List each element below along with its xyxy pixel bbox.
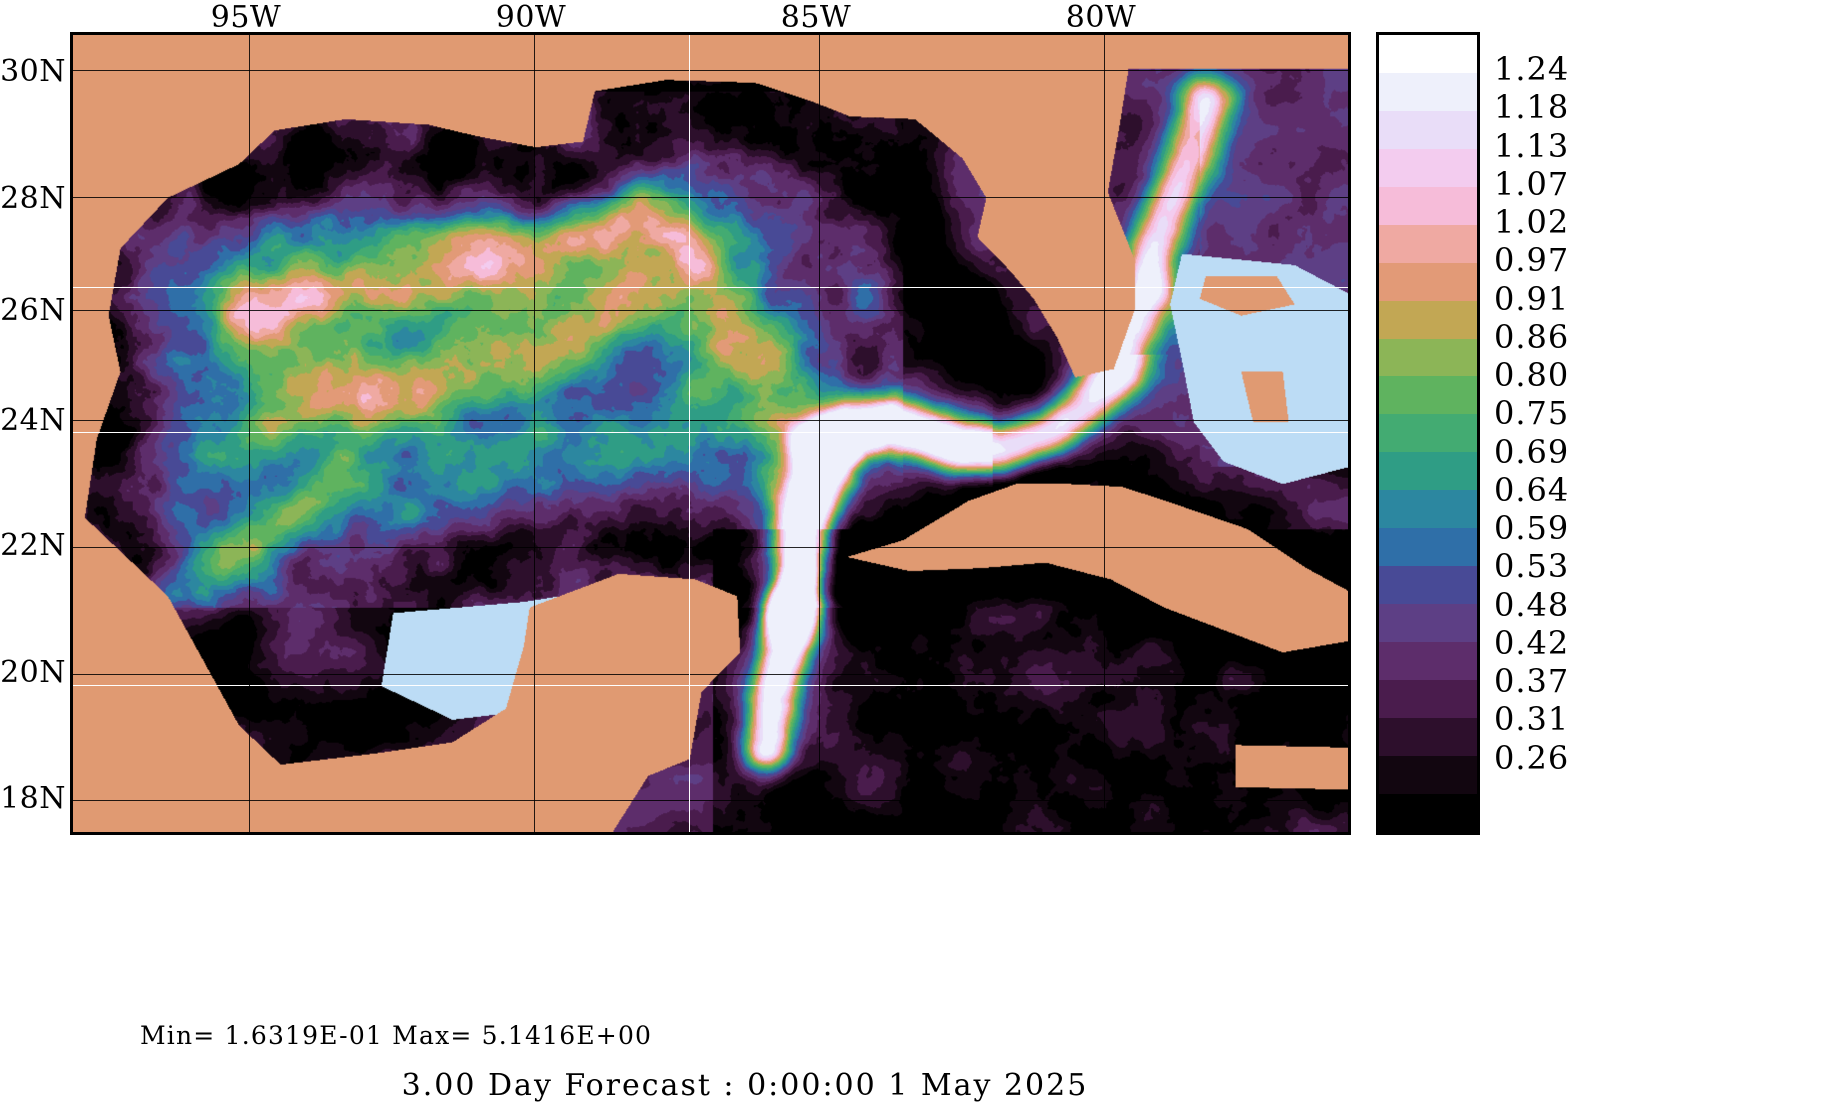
- lon-tick-80w: 80W: [1065, 0, 1137, 35]
- colorbar-label-1.18: 1.18: [1494, 88, 1570, 127]
- colorbar-label-0.59: 0.59: [1494, 509, 1570, 548]
- colorbar-label-0.48: 0.48: [1494, 585, 1570, 624]
- colorbar-label-0.91: 0.91: [1494, 279, 1570, 318]
- colorbar-label-0.53: 0.53: [1494, 547, 1570, 586]
- colorbar-gradient: [1376, 32, 1480, 835]
- lat-tick-18n: 18N: [0, 781, 66, 816]
- colorbar: [1376, 32, 1486, 835]
- colorbar-band-1: [1379, 72, 1477, 111]
- colorbar-band-18: [1379, 717, 1477, 756]
- colorbar-band-4: [1379, 186, 1477, 225]
- gridline-lat-24n: [73, 420, 1348, 421]
- colorbar-band-0: [1379, 35, 1477, 73]
- colorbar-label-0.86: 0.86: [1494, 317, 1570, 356]
- colorbar-band-14: [1379, 566, 1477, 605]
- colorbar-band-3: [1379, 148, 1477, 187]
- lat-tick-26n: 26N: [0, 293, 66, 328]
- min-max-readout: Min= 1.6319E-01 Max= 5.1416E+00: [140, 1021, 653, 1050]
- gridline-lon-90w: [534, 35, 535, 832]
- gridline-lon-85w-hi: [689, 35, 690, 832]
- colorbar-tick-labels: 1.24 1.18 1.13 1.07 1.02 0.97 0.91 0.86 0.80 0.75…: [1494, 32, 1674, 835]
- colorbar-band-20: [1379, 793, 1477, 832]
- colorbar-label-0.26: 0.26: [1494, 738, 1570, 777]
- gridline-lat-26n-hi: [73, 287, 1348, 288]
- gridline-lat-24n-hi: [73, 432, 1348, 433]
- forecast-title: 3.00 Day Forecast : 0:00:00 1 May 2025: [401, 1068, 1089, 1103]
- colorbar-label-0.80: 0.80: [1494, 356, 1570, 395]
- map-panel[interactable]: [70, 32, 1351, 835]
- gridline-lat-20n: [73, 674, 1348, 675]
- colorbar-label-1.02: 1.02: [1494, 203, 1570, 242]
- colorbar-label-1.07: 1.07: [1494, 164, 1570, 203]
- colorbar-label-0.31: 0.31: [1494, 700, 1570, 739]
- colorbar-band-15: [1379, 604, 1477, 642]
- lat-tick-28n: 28N: [0, 181, 66, 216]
- colorbar-band-12: [1379, 490, 1477, 529]
- colorbar-band-8: [1379, 338, 1477, 377]
- colorbar-label-1.24: 1.24: [1494, 50, 1570, 89]
- gridline-lat-22n: [73, 547, 1348, 548]
- lat-tick-20n: 20N: [0, 655, 66, 690]
- lat-tick-30n: 30N: [0, 54, 66, 89]
- colorbar-label-0.69: 0.69: [1494, 432, 1570, 471]
- gridline-lon-85w: [819, 35, 820, 832]
- colorbar-label-0.75: 0.75: [1494, 394, 1570, 433]
- colorbar-band-16: [1379, 642, 1477, 680]
- colorbar-band-6: [1379, 262, 1477, 301]
- colorbar-band-11: [1379, 452, 1477, 491]
- colorbar-label-0.97: 0.97: [1494, 241, 1570, 280]
- colorbar-label-0.42: 0.42: [1494, 623, 1570, 662]
- colorbar-band-13: [1379, 528, 1477, 567]
- colorbar-band-10: [1379, 414, 1477, 453]
- lat-tick-22n: 22N: [0, 528, 66, 563]
- lon-tick-90w: 90W: [495, 0, 567, 35]
- colorbar-label-0.64: 0.64: [1494, 470, 1570, 509]
- gridline-lon-95w: [249, 35, 250, 832]
- gridline-lat-18n: [73, 800, 1348, 801]
- colorbar-band-17: [1379, 679, 1477, 718]
- lon-tick-85w: 85W: [780, 0, 852, 35]
- colorbar-band-5: [1379, 224, 1477, 263]
- lat-tick-24n: 24N: [0, 403, 66, 438]
- ocean-current-speed-heatmap: [73, 35, 1348, 832]
- gridline-lat-20n-hi: [73, 685, 1348, 686]
- gridline-lon-80w: [1104, 35, 1105, 832]
- gridline-lat-26n: [73, 310, 1348, 311]
- colorbar-band-2: [1379, 110, 1477, 149]
- lon-tick-95w: 95W: [210, 0, 282, 35]
- colorbar-band-19: [1379, 755, 1477, 794]
- colorbar-band-9: [1379, 376, 1477, 415]
- gridline-lat-30n: [73, 70, 1348, 71]
- gridline-lat-28n: [73, 197, 1348, 198]
- colorbar-band-7: [1379, 300, 1477, 339]
- colorbar-label-0.37: 0.37: [1494, 662, 1570, 701]
- colorbar-label-1.13: 1.13: [1494, 126, 1570, 165]
